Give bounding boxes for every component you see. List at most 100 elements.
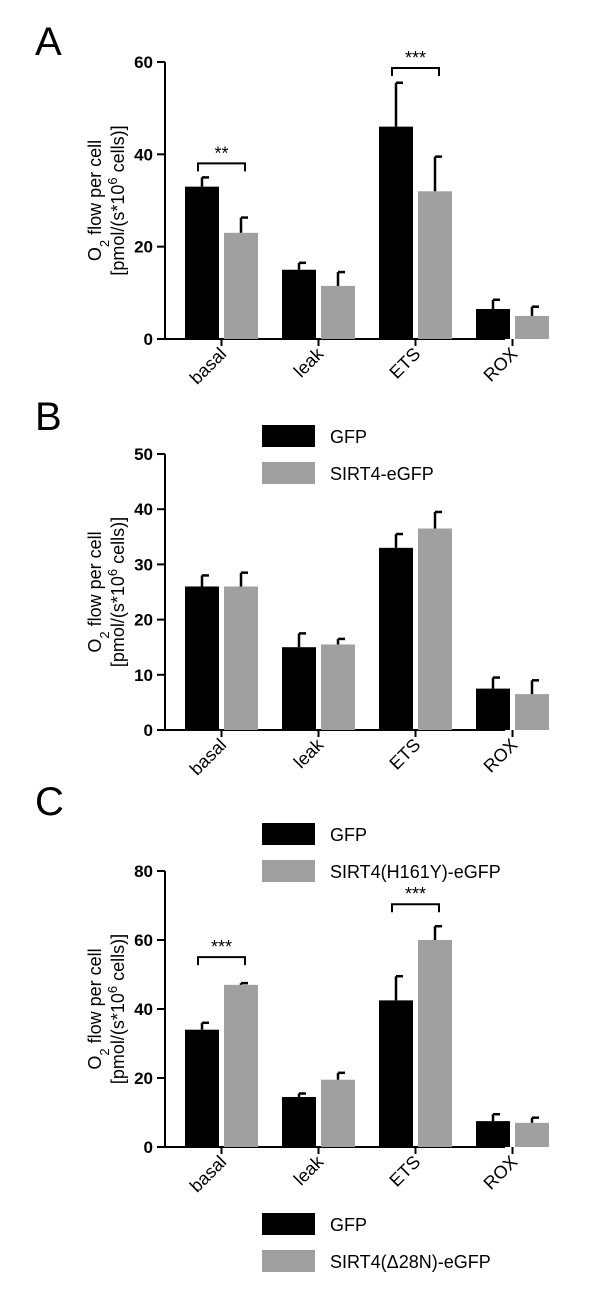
y-axis-title-o: O <box>85 247 105 261</box>
legend-swatch-gfp <box>262 425 315 447</box>
bar-gfp <box>476 1121 510 1147</box>
bar-gfp <box>282 1096 316 1147</box>
y-tick-label: 0 <box>144 330 153 349</box>
bar-gfp <box>185 186 219 339</box>
y-axis-title-line2: [pmol/(s*106 cells)] <box>105 517 129 667</box>
panel-c-chart: C 0 20 40 60 80 O2 flow per cell [pmol/(s*106 c… <box>35 780 549 1272</box>
significance-bracket <box>197 956 246 966</box>
y-axis-title-o: O <box>85 639 105 653</box>
x-category-label: ETS <box>385 1152 424 1191</box>
significance-label: *** <box>405 884 426 904</box>
bar-gfp <box>282 269 316 339</box>
y-axis-title-rest: flow per cell <box>85 531 105 631</box>
x-category-label: ROX <box>480 735 522 777</box>
y-axis-title-line2: [pmol/(s*106 cells)] <box>105 934 129 1084</box>
x-category-label: ETS <box>385 735 424 774</box>
bar-sirt4 <box>515 1122 549 1147</box>
significance-bracket <box>391 903 440 913</box>
y-axis-title-sup: 6 <box>105 569 120 576</box>
y-axis-title-sup: 6 <box>105 177 120 184</box>
bar-gfp <box>379 547 413 730</box>
y-axis-title-unit-pre: [pmol/(s*10 <box>108 576 128 667</box>
y-tick-label: 80 <box>134 862 153 881</box>
x-category-label: ROX <box>480 1152 522 1194</box>
y-tick-label: 20 <box>134 238 153 257</box>
y-axis-title-unit-post: cells)] <box>108 934 128 986</box>
y-tick-label: 30 <box>134 555 153 574</box>
bar-gfp <box>476 308 510 339</box>
bar-sirt4 <box>321 644 355 730</box>
significance-bracket <box>197 162 246 172</box>
legend-label: GFP <box>330 427 367 447</box>
bar-sirt4 <box>515 315 549 339</box>
y-tick-label: 20 <box>134 611 153 630</box>
x-category-label: basal <box>186 344 231 389</box>
y-axis-title-unit-pre: [pmol/(s*10 <box>108 993 128 1084</box>
bar-gfp <box>282 647 316 730</box>
legend-label: SIRT4(Δ28N)-eGFP <box>330 1252 491 1272</box>
bar-sirt4 <box>224 586 258 730</box>
panel-letter: C <box>35 780 64 824</box>
y-axis-title-unit-pre: [pmol/(s*10 <box>108 185 128 276</box>
legend-swatch-sirt4 <box>262 462 315 484</box>
y-tick-label: 0 <box>144 1138 153 1157</box>
y-axis-title-line2: [pmol/(s*106 cells)] <box>105 125 129 275</box>
y-axis-title-rest: flow per cell <box>85 948 105 1048</box>
legend-label: SIRT4-eGFP <box>330 464 434 484</box>
panel-a-chart: A 0 20 40 60 O2 flow per cell [pmol/(s*106 cel… <box>35 20 549 484</box>
y-axis-title-line1: O2 flow per cell <box>85 948 112 1069</box>
y-axis-title-sub: 2 <box>97 240 112 247</box>
panel-letter: A <box>35 20 62 64</box>
x-category-label: leak <box>290 343 328 381</box>
panel-letter: B <box>35 395 62 439</box>
bar-sirt4 <box>418 191 452 339</box>
legend-label: GFP <box>330 1215 367 1235</box>
x-category-label: basal <box>186 735 231 780</box>
legend-swatch-sirt4 <box>262 860 315 882</box>
bar-gfp <box>379 1000 413 1147</box>
significance-label: ** <box>214 143 228 163</box>
y-tick-label: 50 <box>134 445 153 464</box>
significance-label: *** <box>405 48 426 68</box>
y-axis-title-line1: O2 flow per cell <box>85 531 112 652</box>
bar-sirt4 <box>321 285 355 339</box>
y-axis-title-rest: flow per cell <box>85 140 105 240</box>
y-tick-label: 10 <box>134 666 153 685</box>
y-axis-title-unit-post: cells)] <box>108 125 128 177</box>
x-category-label: leak <box>290 1151 328 1189</box>
legend-label: GFP <box>330 825 367 845</box>
significance-bracket <box>391 67 440 76</box>
y-axis-title-sub: 2 <box>97 631 112 638</box>
x-category-label: ROX <box>480 344 522 386</box>
y-axis-title-sup: 6 <box>105 986 120 993</box>
legend-label: SIRT4(H161Y)-eGFP <box>330 862 501 882</box>
y-tick-label: 40 <box>134 145 153 164</box>
bar-gfp <box>185 586 219 730</box>
bar-sirt4 <box>418 528 452 730</box>
y-axis-title-o: O <box>85 1056 105 1070</box>
y-tick-label: 60 <box>134 931 153 950</box>
bar-gfp <box>476 688 510 730</box>
y-axis-title-line1: O2 flow per cell <box>85 140 112 261</box>
bar-sirt4 <box>418 940 452 1147</box>
bar-sirt4 <box>515 694 549 730</box>
bar-gfp <box>185 1029 219 1147</box>
y-tick-label: 60 <box>134 53 153 72</box>
bar-gfp <box>379 126 413 339</box>
legend-swatch-gfp <box>262 1213 315 1235</box>
x-category-label: basal <box>186 1152 231 1197</box>
y-axis-title-unit-post: cells)] <box>108 517 128 569</box>
y-tick-label: 20 <box>134 1069 153 1088</box>
significance-label: *** <box>211 937 232 957</box>
legend-swatch-gfp <box>262 823 315 845</box>
x-category-label: leak <box>290 734 328 772</box>
bar-sirt4 <box>224 232 258 339</box>
legend-swatch-sirt4 <box>262 1250 315 1272</box>
bar-sirt4 <box>224 984 258 1147</box>
x-category-label: ETS <box>385 344 424 383</box>
y-axis-title-sub: 2 <box>97 1048 112 1055</box>
y-tick-label: 40 <box>134 1000 153 1019</box>
bar-sirt4 <box>321 1079 355 1147</box>
y-tick-label: 0 <box>144 721 153 740</box>
